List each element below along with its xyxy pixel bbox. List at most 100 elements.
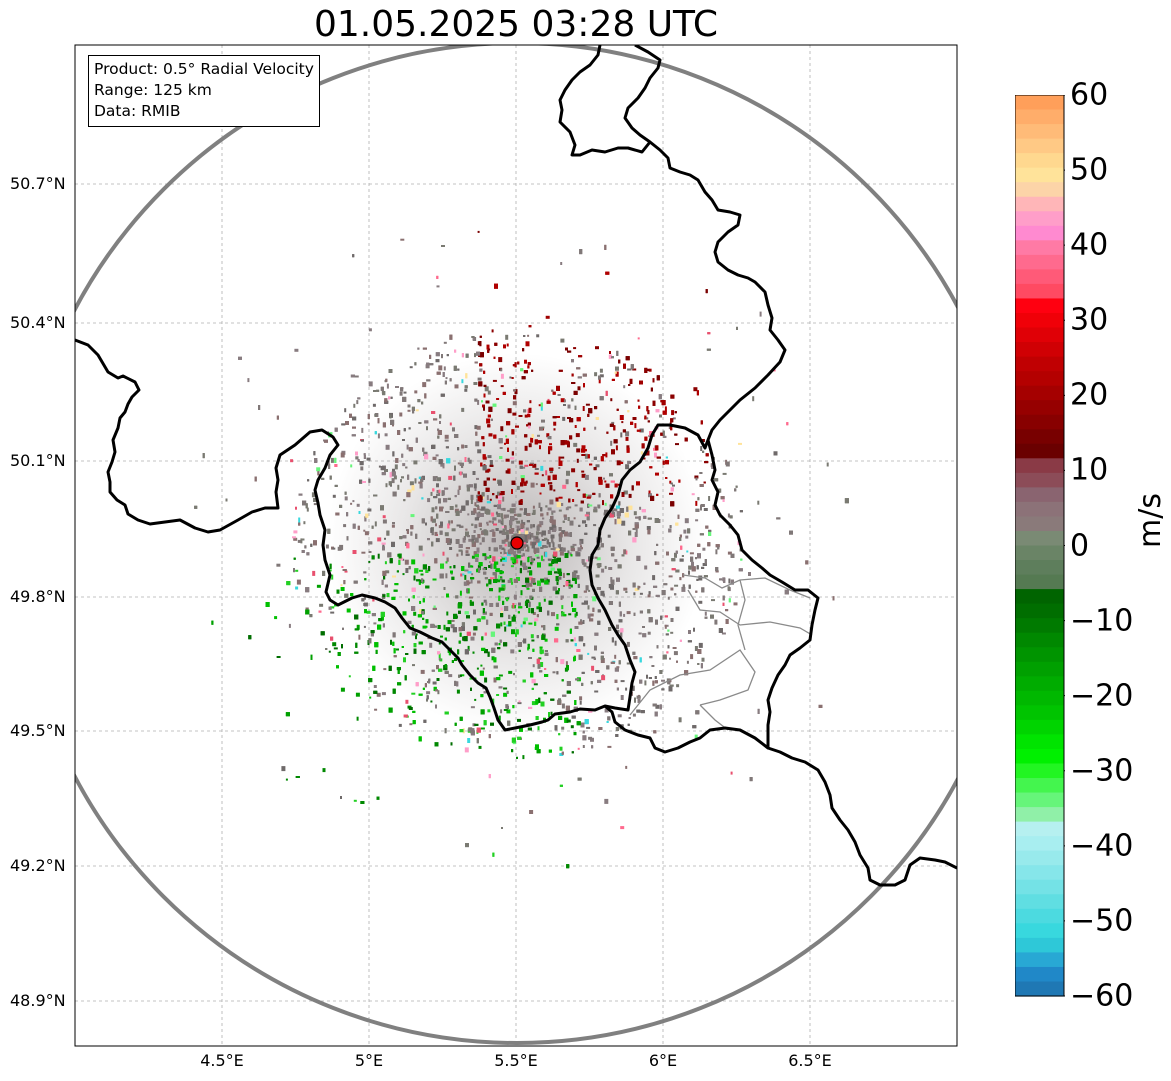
echo-pixel	[470, 499, 473, 504]
echo-pixel	[571, 382, 576, 384]
echo-pixel	[496, 398, 500, 400]
echo-pixel	[413, 648, 417, 654]
echo-pixel	[422, 625, 427, 629]
echo-pixel	[484, 677, 488, 683]
echo-pixel	[594, 372, 598, 377]
echo-pixel	[571, 359, 574, 363]
echo-pixel	[615, 371, 619, 377]
echo-pixel	[638, 586, 641, 589]
echo-pixel	[472, 336, 475, 341]
echo-pixel	[513, 594, 517, 600]
echo-pixel	[528, 607, 531, 613]
echo-pixel	[544, 577, 549, 583]
echo-pixel	[532, 612, 536, 615]
echo-pixel	[558, 369, 563, 372]
echo-pixel	[606, 665, 610, 670]
echo-pixel	[512, 412, 517, 416]
echo-pixel	[583, 590, 587, 593]
echo-pixel	[547, 436, 552, 440]
echo-pixel	[473, 609, 476, 615]
echo-pixel	[464, 388, 468, 392]
echo-pixel	[442, 551, 445, 556]
echo-pixel	[655, 561, 660, 565]
echo-pixel	[285, 778, 288, 781]
echo-pixel	[380, 386, 384, 391]
echo-pixel	[634, 532, 638, 537]
echo-pixel	[368, 478, 371, 483]
echo-pixel	[684, 437, 688, 442]
echo-pixel	[637, 699, 641, 703]
echo-pixel	[500, 613, 504, 618]
echo-pixel	[381, 579, 384, 585]
echo-pixel	[567, 532, 571, 537]
echo-pixel	[544, 638, 548, 642]
echo-pixel	[705, 453, 709, 457]
echo-pixel	[254, 476, 257, 482]
echo-pixel	[497, 491, 501, 497]
echo-pixel	[643, 582, 646, 585]
echo-pixel	[565, 347, 568, 351]
echo-pixel	[376, 389, 380, 392]
echo-pixel	[528, 325, 532, 328]
echo-pixel	[533, 683, 538, 686]
echo-pixel	[610, 661, 615, 664]
echo-pixel	[377, 433, 380, 439]
echo-pixel	[556, 623, 560, 626]
echo-pixel	[454, 384, 459, 389]
echo-pixel	[658, 519, 661, 523]
echo-pixel	[538, 541, 542, 547]
echo-pixel	[560, 262, 563, 265]
echo-pixel	[313, 451, 316, 456]
echo-pixel	[570, 725, 574, 729]
echo-pixel	[545, 505, 548, 508]
echo-pixel	[579, 696, 583, 701]
echo-pixel	[706, 348, 711, 351]
echo-pixel	[628, 493, 632, 498]
echo-pixel	[585, 403, 590, 406]
echo-pixel	[552, 586, 557, 591]
echo-pixel	[352, 550, 357, 554]
echo-pixel	[579, 507, 583, 512]
echo-pixel	[541, 539, 546, 541]
echo-pixel	[493, 504, 497, 507]
echo-pixel	[521, 376, 526, 380]
echo-pixel	[325, 648, 328, 650]
echo-pixel	[542, 517, 545, 520]
echo-pixel	[434, 689, 438, 692]
echo-pixel	[526, 544, 529, 547]
echo-pixel	[305, 587, 310, 593]
echo-pixel	[558, 527, 562, 531]
echo-pixel	[580, 619, 582, 622]
echo-pixel	[608, 584, 613, 589]
echo-pixel	[507, 408, 512, 414]
echo-pixel	[414, 478, 417, 484]
echo-pixel	[714, 619, 718, 625]
echo-pixel	[497, 495, 502, 499]
echo-pixel	[376, 692, 381, 697]
echo-pixel	[367, 508, 372, 512]
echo-pixel	[422, 347, 427, 350]
echo-pixel	[430, 527, 433, 533]
echo-pixel	[350, 464, 353, 468]
echo-pixel	[474, 554, 479, 558]
echo-pixel	[474, 524, 478, 529]
echo-pixel	[615, 366, 619, 371]
echo-pixel	[538, 606, 542, 612]
echo-pixel	[563, 514, 567, 518]
echo-pixel	[622, 429, 626, 433]
echo-pixel	[648, 490, 651, 494]
echo-pixel	[505, 435, 508, 438]
echo-pixel	[460, 550, 463, 556]
echo-pixel	[664, 615, 668, 618]
echo-pixel	[444, 434, 449, 439]
echo-pixel	[587, 454, 590, 459]
echo-pixel	[691, 493, 695, 496]
echo-pixel	[549, 467, 554, 471]
echo-pixel	[638, 516, 641, 521]
echo-pixel	[458, 610, 461, 614]
echo-pixel	[639, 506, 642, 510]
echo-pixel	[694, 734, 698, 739]
echo-pixel	[350, 502, 353, 505]
echo-pixel	[453, 613, 458, 619]
echo-pixel	[517, 513, 522, 517]
